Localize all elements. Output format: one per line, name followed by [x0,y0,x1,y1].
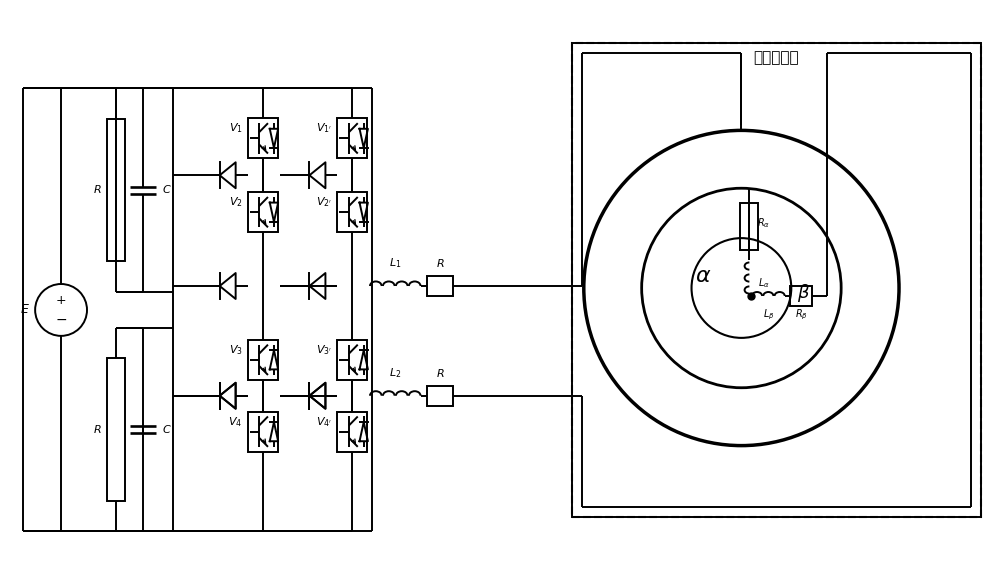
Bar [248,192,278,232]
Bar [337,412,367,451]
Text: C: C [163,425,171,435]
Text: $V_{4'}$: $V_{4'}$ [316,415,332,429]
Bar [337,119,367,158]
Text: $V_2$: $V_2$ [229,196,243,209]
Text: $V_{2'}$: $V_{2'}$ [316,196,332,209]
Text: C: C [163,185,171,196]
Bar [337,340,367,380]
Bar [107,359,125,501]
Text: $L_\alpha$: $L_\alpha$ [758,276,770,290]
Bar [790,286,812,306]
Bar [572,43,981,518]
Bar [337,192,367,232]
Text: $R_\beta$: $R_\beta$ [795,308,808,323]
Text: 电磁搦拌器: 电磁搦拌器 [754,51,799,66]
Bar [248,119,278,158]
Text: $\beta$: $\beta$ [797,282,810,304]
Text: $L_\beta$: $L_\beta$ [763,308,774,323]
Text: $L_2$: $L_2$ [389,366,401,380]
Text: $V_4$: $V_4$ [228,415,243,429]
Bar [248,412,278,451]
Bar [427,386,453,406]
Text: R: R [436,369,444,379]
Text: $V_3$: $V_3$ [229,343,243,357]
Bar [248,340,278,380]
Text: $V_{1'}$: $V_{1'}$ [316,121,332,135]
Text: $L_1$: $L_1$ [389,256,401,270]
Text: $V_{3'}$: $V_{3'}$ [316,343,332,357]
Text: R: R [93,425,101,435]
Bar [107,119,125,262]
Text: $R_\alpha$: $R_\alpha$ [757,216,771,230]
Bar [427,276,453,296]
Text: R: R [436,259,444,269]
Text: $\alpha$: $\alpha$ [695,266,712,286]
Bar [572,43,981,518]
Text: R: R [93,185,101,196]
Text: +: + [56,295,66,307]
Text: $V_1$: $V_1$ [229,121,243,135]
Bar [740,203,758,250]
Text: E: E [20,303,28,316]
Text: −: − [55,313,67,327]
